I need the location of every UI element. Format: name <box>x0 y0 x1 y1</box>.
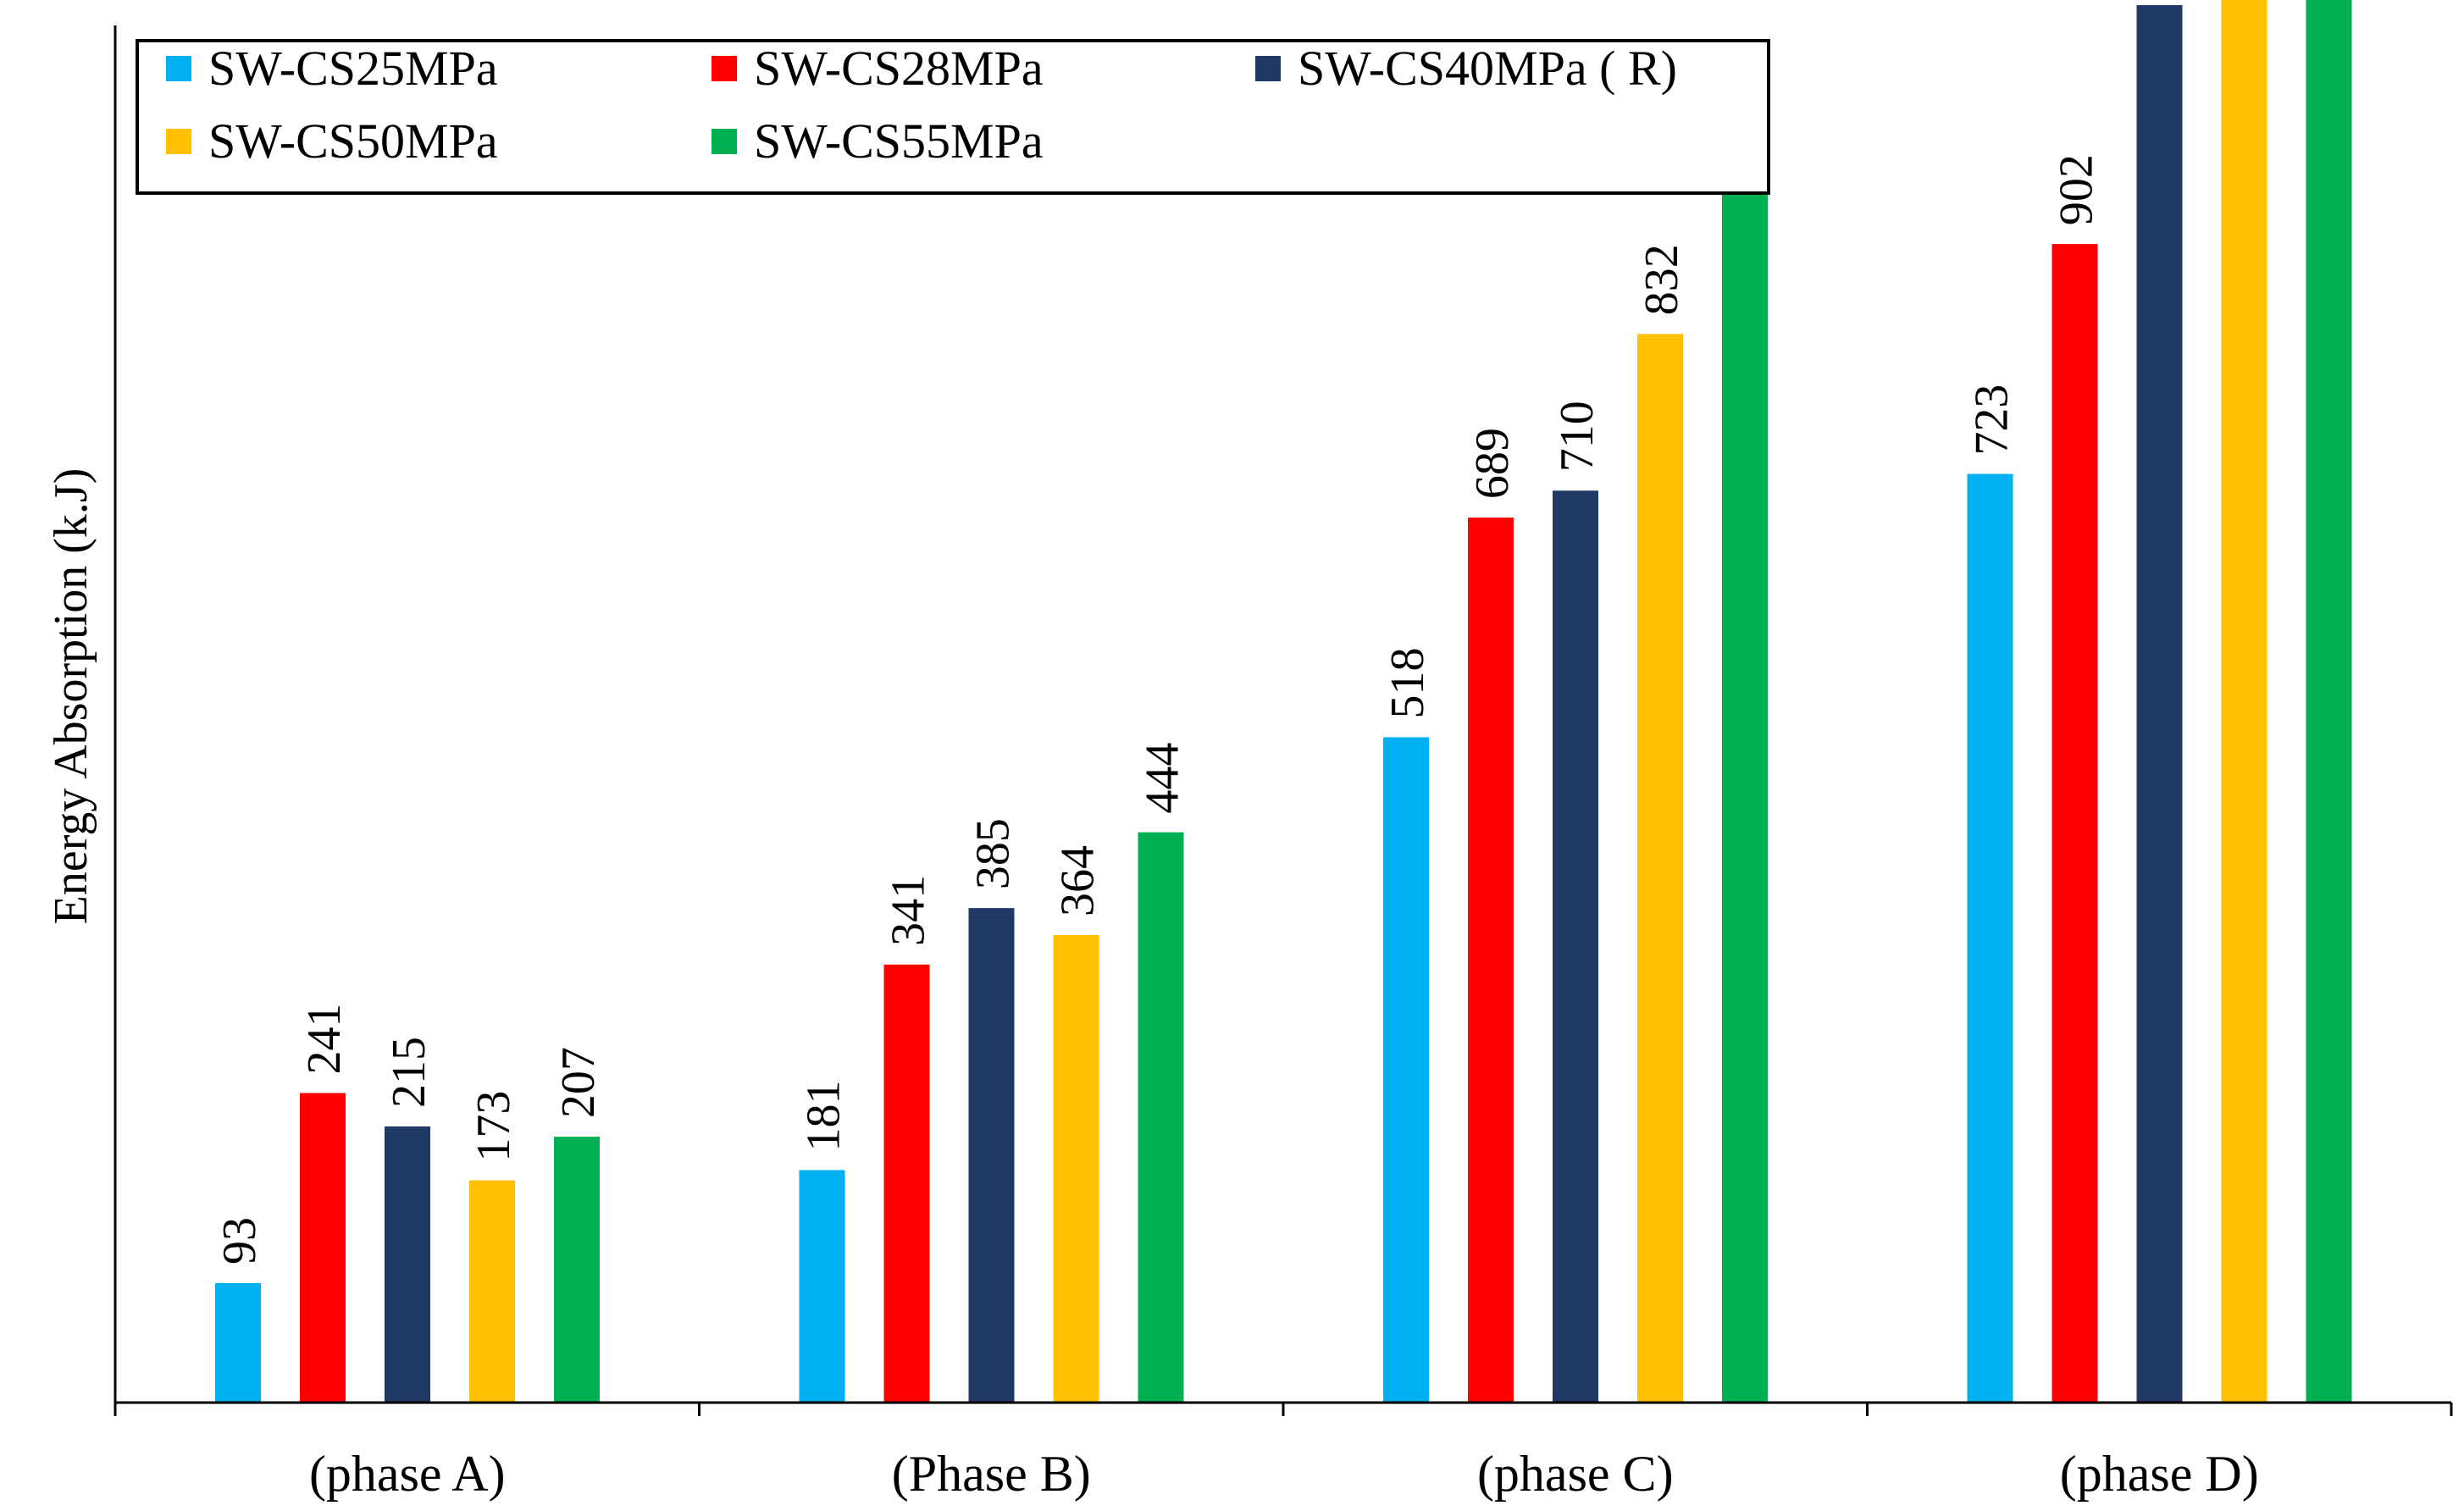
bar-sw-cs55mpa <box>1722 185 1768 1403</box>
bar-value-label: 215 <box>383 1037 435 1108</box>
bar-sw-cs28mpa <box>2051 244 2098 1403</box>
legend-label: SW-CS25MPa <box>208 41 498 96</box>
axes-layer <box>114 25 2451 1404</box>
bar-value-label: 689 <box>1466 428 1519 499</box>
bar-value-label: 385 <box>967 818 1020 889</box>
bar-value-label: 832 <box>1636 244 1688 315</box>
legend-swatch <box>712 56 737 81</box>
legend-label: SW-CS28MPa <box>754 41 1044 96</box>
bar-sw-cs25mpa <box>1967 473 2013 1403</box>
legend-label: SW-CS40MPa ( R) <box>1298 41 1677 96</box>
bar-sw-cs55mpa <box>2306 0 2352 1403</box>
legend-box <box>136 39 1770 195</box>
bar-value-label: 723 <box>1966 385 2018 456</box>
bar-sw-cs50mpa <box>1053 934 1099 1403</box>
legend-label: SW-CS50MPa <box>208 113 498 169</box>
legend-items: SW-CS25MPa SW-CS28MPa SW-CS40MPa ( R) SW-CS… <box>166 41 1677 169</box>
bar-value-label: 364 <box>1052 845 1105 916</box>
legend-swatch <box>166 129 191 154</box>
legend-swatch <box>1255 56 1281 81</box>
bar-value-label: 207 <box>552 1047 605 1118</box>
x-tick-label: (phase A) <box>309 1446 506 1502</box>
bar-value-label: 173 <box>468 1091 520 1162</box>
bar-sw-cs50mpa <box>1637 334 1683 1403</box>
legend: SW-CS25MPa SW-CS28MPa SW-CS40MPa ( R) SW-CS… <box>136 39 1770 195</box>
legend-swatch <box>712 129 737 154</box>
legend-swatch <box>166 56 191 81</box>
value-labels-layer: 93 241 215 173 207 181 341 385 364 444 518 689 710 83… <box>213 97 2103 1265</box>
bar-sw-cs50mpa <box>2221 0 2267 1403</box>
bar-sw-cs50mpa <box>469 1180 515 1403</box>
bar-sw-cs55mpa <box>554 1137 600 1403</box>
bar-value-label: 341 <box>883 875 935 946</box>
bar-value-label: 518 <box>1382 647 1434 718</box>
bar-sw-cs55mpa <box>1138 832 1184 1403</box>
bar-value-label: 902 <box>2051 154 2103 225</box>
bar-sw-cs28mpa <box>883 964 930 1403</box>
bar-sw-cs40mpa-r <box>2136 5 2183 1403</box>
bar-value-label: 444 <box>1137 743 1189 814</box>
bars-layer <box>215 0 2352 1403</box>
bar-value-label: 241 <box>298 1004 351 1075</box>
bar-sw-cs25mpa <box>1383 737 1429 1403</box>
bar-sw-cs25mpa <box>799 1170 845 1403</box>
x-tick-label: (phase C) <box>1477 1446 1674 1502</box>
bar-sw-cs28mpa <box>300 1093 346 1403</box>
bar-value-label: 710 <box>1551 401 1603 472</box>
legend-label: SW-CS55MPa <box>754 113 1044 169</box>
bar-sw-cs40mpa-r <box>1553 490 1598 1403</box>
bar-sw-cs25mpa <box>215 1282 261 1403</box>
bar-sw-cs28mpa <box>1468 518 1514 1403</box>
bar-sw-cs40mpa-r <box>385 1126 430 1403</box>
bar-value-label: 181 <box>798 1081 850 1152</box>
bar-sw-cs40mpa-r <box>968 908 1015 1403</box>
x-ticks-layer: (phase A) (Phase B) (phase C) (phase D) <box>114 1403 2453 1502</box>
x-tick-label: (Phase B) <box>892 1446 1091 1502</box>
bar-value-label: 93 <box>213 1217 266 1265</box>
y-axis-title: Energy Absorption (k.J) <box>45 468 97 925</box>
x-tick-label: (phase D) <box>2060 1446 2259 1502</box>
